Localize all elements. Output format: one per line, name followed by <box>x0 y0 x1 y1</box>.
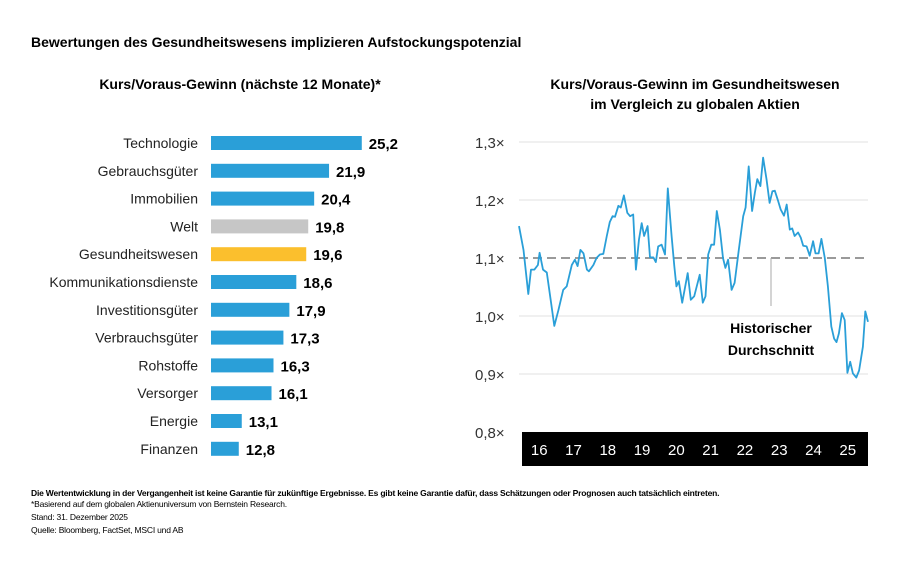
line-chart-title-line-1: Kurs/Voraus-Gewinn im Gesundheitswesen <box>550 76 840 92</box>
value-label: 13,1 <box>249 414 278 431</box>
value-label: 20,4 <box>321 192 351 209</box>
x-tick-label: 24 <box>805 442 822 459</box>
annotation-label-line-1: Historischer <box>730 320 812 336</box>
bar-technologie <box>211 136 362 150</box>
x-tick-label: 16 <box>531 442 548 459</box>
annotation-label-line-2: Durchschnitt <box>728 342 815 358</box>
bar-finanzen <box>211 441 239 456</box>
bar-welt <box>211 219 309 234</box>
y-tick-label: 0,9× <box>475 367 505 384</box>
category-label: Technologie <box>123 135 198 151</box>
y-tick-label: 1,3× <box>475 135 505 152</box>
footnote-date: Stand: 31. Dezember 2025 <box>31 512 128 522</box>
x-tick-label: 25 <box>839 442 856 459</box>
value-label: 12,8 <box>246 442 275 459</box>
value-label: 17,3 <box>290 331 319 348</box>
value-label: 25,2 <box>369 136 398 153</box>
line-chart-title-line-2: im Vergleich zu globalen Aktien <box>590 96 800 112</box>
bar-chart-title: Kurs/Voraus-Gewinn (nächste 12 Monate)* <box>99 76 381 92</box>
bar-gesundheitswesen <box>211 247 307 262</box>
category-label: Rohstoffe <box>138 357 198 373</box>
category-label: Energie <box>150 413 198 429</box>
bar-energie <box>211 414 242 428</box>
bar-immobilien <box>211 191 315 206</box>
footnote-source: Quelle: Bloomberg, FactSet, MSCI und AB <box>31 525 184 535</box>
y-tick-label: 0,8× <box>475 425 505 442</box>
bar-rohstoffe <box>211 358 274 373</box>
x-tick-label: 21 <box>702 442 719 459</box>
y-tick-label: 1,0× <box>475 309 505 326</box>
category-label: Welt <box>170 218 198 234</box>
x-tick-label: 19 <box>634 442 651 459</box>
series-line <box>518 156 869 379</box>
category-label: Verbrauchsgüter <box>95 330 198 346</box>
value-label: 18,6 <box>303 275 332 292</box>
category-label: Finanzen <box>140 441 198 457</box>
y-tick-label: 1,2× <box>475 193 505 210</box>
line-chart-title: Kurs/Voraus-Gewinn im Gesundheitswesen i… <box>495 74 895 114</box>
line-chart: 1,3× 1,2× 1,1× 1,0× 0,9× 0,8× 16 17 18 19 20 21 22 23… <box>475 135 869 466</box>
x-tick-label: 22 <box>737 442 754 459</box>
bar-verbrauchsgüter <box>211 330 284 345</box>
footnote-disclaimer: Die Wertentwicklung in der Vergangenheit… <box>31 488 720 498</box>
x-tick-label: 17 <box>565 442 582 459</box>
figure-title: Bewertungen des Gesundheitswesens impliz… <box>31 34 522 50</box>
value-label: 16,1 <box>279 386 308 403</box>
value-label: 17,9 <box>296 303 325 320</box>
value-label: 19,8 <box>315 219 344 236</box>
value-label: 16,3 <box>280 358 309 375</box>
bar-gebrauchsgüter <box>211 163 330 178</box>
x-tick-label: 23 <box>771 442 788 459</box>
x-tick-label: 18 <box>599 442 616 459</box>
category-label: Gesundheitswesen <box>79 246 198 262</box>
bar-investitionsgüter <box>211 302 290 317</box>
value-label: 21,9 <box>336 164 365 181</box>
category-label: Gebrauchsgüter <box>98 163 199 179</box>
bar-versorger <box>211 386 272 401</box>
footnote-basis: *Basierend auf dem globalen Aktienuniver… <box>31 499 287 509</box>
x-tick-label: 20 <box>668 442 685 459</box>
category-label: Versorger <box>137 385 198 401</box>
x-axis-band <box>522 432 868 466</box>
bar-kommunikationsdienste <box>211 275 297 289</box>
bar-chart: Technologie 25,2 Gebrauchsgüter 21,9 Immobil… <box>49 135 398 459</box>
category-label: Kommunikationsdienste <box>49 274 198 290</box>
category-label: Investitionsgüter <box>96 302 198 318</box>
y-tick-label: 1,1× <box>475 251 505 268</box>
category-label: Immobilien <box>130 191 198 207</box>
value-label: 19,6 <box>313 247 342 264</box>
